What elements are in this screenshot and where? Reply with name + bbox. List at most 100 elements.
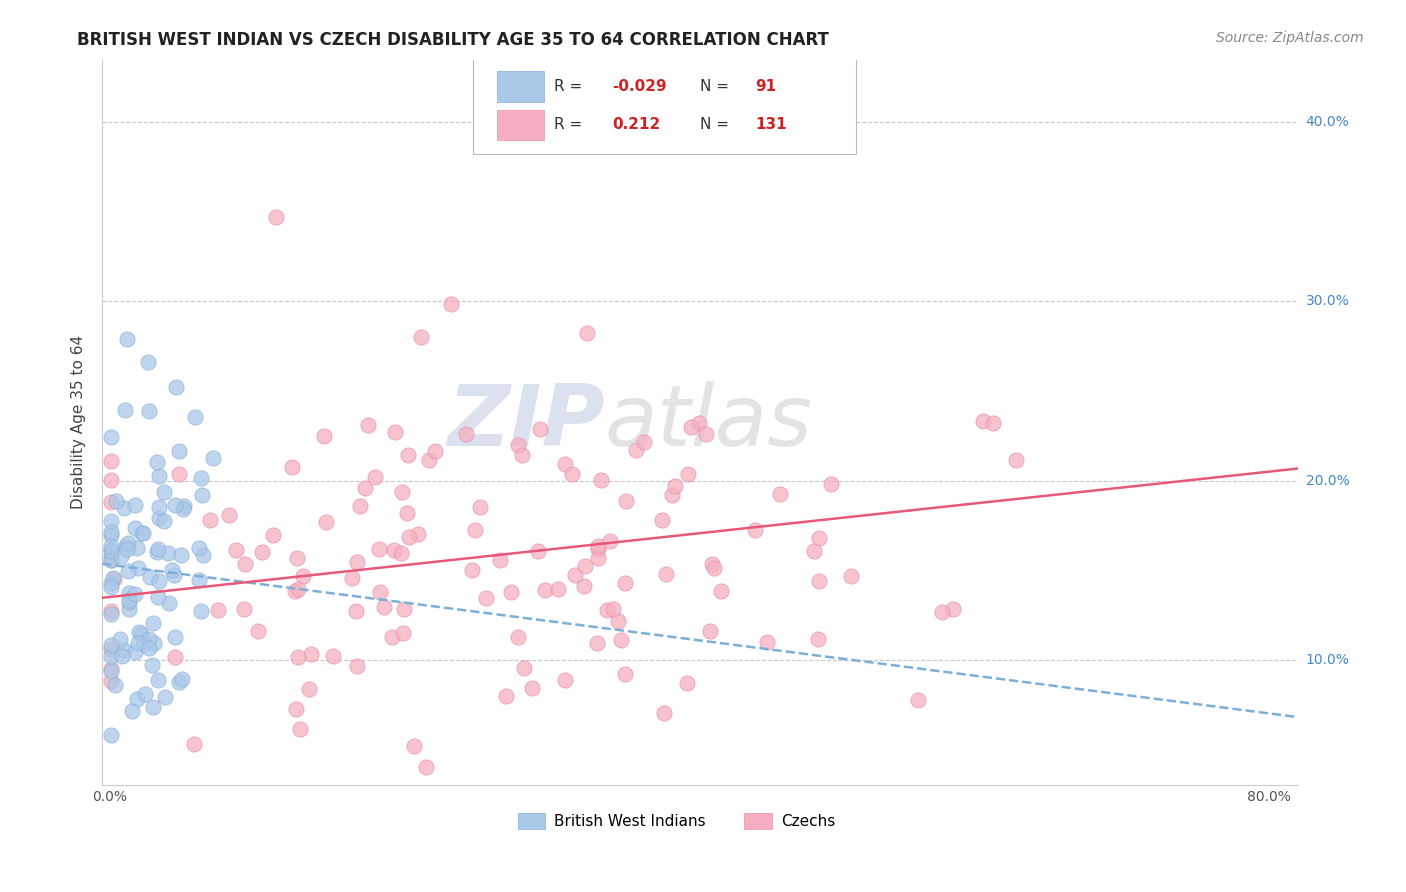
Point	[392, 626, 415, 640]
Point	[148, 511, 170, 525]
Point	[520, 681, 543, 695]
Text: 10.0%: 10.0%	[1306, 653, 1350, 666]
Point	[357, 417, 380, 432]
Point	[756, 635, 779, 649]
Point	[121, 704, 143, 718]
Point	[468, 500, 491, 515]
Point	[299, 647, 322, 661]
Point	[172, 672, 194, 686]
Point	[100, 473, 122, 487]
Point	[394, 602, 416, 616]
Point	[398, 530, 420, 544]
Point	[803, 543, 825, 558]
Point	[190, 604, 212, 618]
Point	[153, 514, 176, 528]
Point	[564, 568, 586, 582]
Point	[108, 632, 131, 647]
Point	[127, 561, 149, 575]
Point	[440, 297, 463, 311]
Point	[624, 442, 647, 457]
Point	[606, 614, 628, 628]
Point	[586, 539, 609, 553]
Point	[287, 650, 309, 665]
Point	[156, 546, 179, 560]
Point	[100, 539, 122, 553]
Point	[769, 487, 792, 501]
Point	[127, 692, 149, 706]
Point	[425, 443, 447, 458]
Point	[264, 210, 287, 224]
Point	[418, 453, 440, 467]
Point	[353, 481, 375, 495]
Point	[688, 417, 710, 431]
Point	[700, 557, 723, 571]
Point	[586, 636, 609, 650]
Point	[382, 542, 405, 557]
Point	[146, 673, 169, 688]
Point	[100, 575, 122, 590]
Point	[415, 760, 437, 774]
Point	[112, 500, 135, 515]
Point	[100, 638, 122, 652]
Point	[114, 403, 136, 417]
Text: ZIP: ZIP	[447, 381, 605, 464]
Point	[124, 498, 146, 512]
Point	[1005, 453, 1028, 467]
Point	[148, 500, 170, 514]
Point	[744, 523, 766, 537]
Point	[124, 587, 146, 601]
Point	[138, 632, 160, 646]
Point	[346, 555, 368, 569]
Point	[138, 404, 160, 418]
Point	[574, 558, 596, 573]
Point	[100, 662, 122, 676]
Point	[100, 542, 122, 557]
Point	[699, 624, 721, 638]
Point	[591, 473, 613, 487]
Point	[820, 477, 842, 491]
Point	[614, 494, 637, 508]
Point	[117, 535, 139, 549]
Text: 20.0%: 20.0%	[1306, 474, 1350, 488]
Point	[128, 624, 150, 639]
Point	[142, 700, 165, 714]
Point	[124, 645, 146, 659]
Point	[146, 541, 169, 556]
Point	[475, 591, 498, 605]
Point	[167, 444, 190, 458]
Point	[146, 455, 169, 469]
Point	[207, 603, 229, 617]
Point	[100, 527, 122, 541]
Text: 91: 91	[755, 79, 776, 94]
Point	[146, 591, 169, 605]
Point	[100, 549, 122, 564]
Point	[138, 570, 160, 584]
Point	[456, 426, 478, 441]
Point	[132, 525, 155, 540]
Point	[602, 602, 624, 616]
Point	[395, 506, 418, 520]
Point	[981, 416, 1004, 430]
Point	[389, 546, 412, 560]
Point	[250, 545, 273, 559]
Point	[315, 515, 337, 529]
Point	[115, 332, 138, 346]
Point	[138, 640, 160, 655]
Point	[100, 524, 122, 539]
Point	[513, 660, 536, 674]
Point	[461, 563, 484, 577]
Point	[127, 636, 149, 650]
Point	[363, 470, 385, 484]
Text: BRITISH WEST INDIAN VS CZECH DISABILITY AGE 35 TO 64 CORRELATION CHART: BRITISH WEST INDIAN VS CZECH DISABILITY …	[77, 31, 830, 49]
Point	[554, 457, 576, 471]
Point	[100, 514, 122, 528]
Point	[183, 737, 205, 751]
Point	[808, 574, 831, 588]
Point	[162, 568, 184, 582]
Point	[489, 553, 512, 567]
Point	[191, 548, 214, 562]
Point	[218, 508, 240, 523]
Point	[100, 495, 122, 509]
Point	[349, 500, 371, 514]
Point	[288, 722, 311, 736]
